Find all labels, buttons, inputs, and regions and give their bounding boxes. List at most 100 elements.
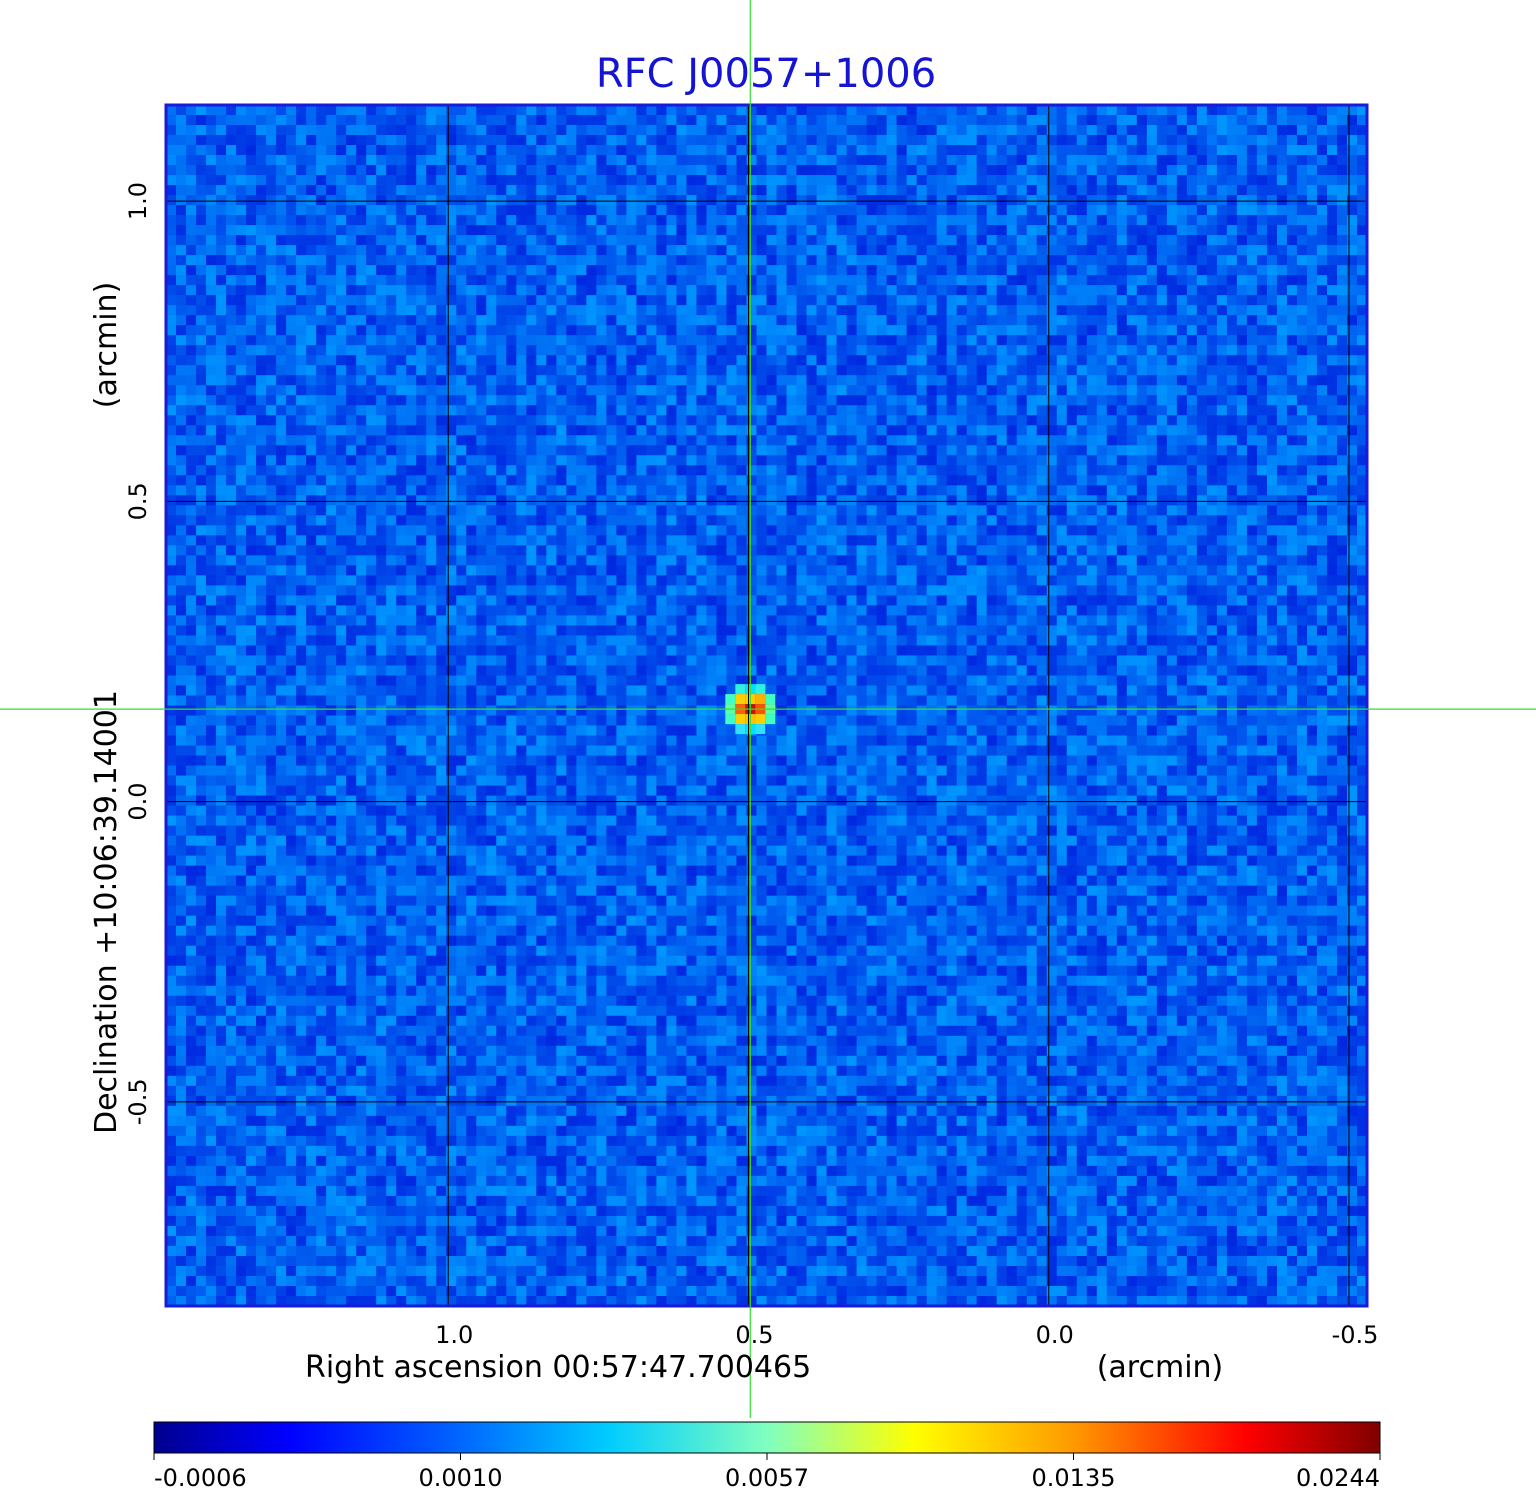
image-pixel bbox=[1236, 195, 1248, 206]
image-pixel bbox=[556, 415, 567, 426]
image-pixel bbox=[1176, 325, 1188, 336]
image-pixel bbox=[846, 295, 858, 306]
image-pixel bbox=[1326, 125, 1338, 136]
image-pixel bbox=[1306, 395, 1318, 406]
image-pixel bbox=[1026, 505, 1038, 516]
image-pixel bbox=[216, 215, 227, 226]
image-pixel bbox=[1136, 245, 1148, 256]
image-pixel bbox=[1316, 345, 1328, 356]
image-pixel bbox=[496, 295, 507, 306]
image-pixel bbox=[486, 195, 497, 206]
image-pixel bbox=[786, 475, 798, 486]
image-pixel bbox=[646, 225, 658, 236]
image-pixel bbox=[996, 185, 1008, 196]
image-pixel bbox=[1036, 205, 1048, 216]
image-pixel bbox=[316, 255, 327, 266]
image-pixel bbox=[776, 425, 788, 436]
image-pixel bbox=[256, 205, 267, 216]
image-pixel bbox=[636, 455, 647, 466]
image-pixel bbox=[216, 395, 227, 406]
image-pixel bbox=[1176, 425, 1188, 436]
image-pixel bbox=[246, 435, 257, 446]
image-pixel bbox=[1146, 505, 1158, 516]
image-pixel bbox=[186, 465, 197, 476]
image-pixel bbox=[1116, 135, 1128, 146]
image-pixel bbox=[306, 425, 317, 436]
image-pixel bbox=[1236, 175, 1248, 186]
image-pixel bbox=[716, 365, 728, 376]
image-pixel bbox=[1286, 325, 1298, 336]
image-pixel bbox=[496, 395, 507, 406]
image-pixel bbox=[166, 395, 177, 406]
image-pixel bbox=[886, 115, 898, 126]
image-pixel bbox=[496, 495, 507, 506]
image-pixel bbox=[586, 335, 597, 346]
image-pixel bbox=[236, 385, 247, 396]
image-pixel bbox=[436, 285, 447, 296]
image-pixel bbox=[736, 185, 748, 196]
image-pixel bbox=[186, 235, 197, 246]
image-pixel bbox=[1276, 285, 1288, 296]
image-pixel bbox=[546, 125, 557, 136]
image-pixel bbox=[276, 245, 287, 256]
image-pixel bbox=[1316, 415, 1328, 426]
image-pixel bbox=[1266, 405, 1278, 416]
image-pixel bbox=[186, 245, 197, 256]
image-pixel bbox=[736, 155, 748, 166]
image-pixel bbox=[576, 235, 587, 246]
image-pixel bbox=[626, 465, 637, 476]
image-pixel bbox=[696, 405, 708, 416]
image-pixel bbox=[626, 235, 637, 246]
image-pixel bbox=[1186, 495, 1198, 506]
image-pixel bbox=[396, 275, 407, 286]
image-pixel bbox=[1256, 225, 1268, 236]
image-pixel bbox=[566, 435, 577, 446]
image-pixel bbox=[1106, 295, 1118, 306]
image-pixel bbox=[526, 475, 537, 486]
image-pixel bbox=[456, 385, 467, 396]
image-pixel bbox=[246, 425, 257, 436]
image-pixel bbox=[666, 165, 678, 176]
image-pixel bbox=[216, 275, 227, 286]
image-pixel bbox=[176, 425, 187, 436]
image-pixel bbox=[166, 255, 177, 266]
image-pixel bbox=[906, 225, 918, 236]
image-pixel bbox=[656, 245, 668, 256]
image-pixel bbox=[946, 385, 958, 396]
image-pixel bbox=[406, 275, 417, 286]
image-pixel bbox=[946, 165, 958, 176]
image-pixel bbox=[186, 135, 197, 146]
image-pixel bbox=[796, 275, 808, 286]
image-pixel bbox=[336, 105, 347, 116]
image-pixel bbox=[1226, 305, 1238, 316]
image-pixel bbox=[806, 325, 818, 336]
image-pixel bbox=[1046, 295, 1058, 306]
image-pixel bbox=[346, 175, 357, 186]
image-pixel bbox=[1056, 335, 1068, 346]
image-pixel bbox=[1016, 455, 1028, 466]
image-pixel bbox=[1056, 245, 1068, 256]
image-pixel bbox=[616, 365, 627, 376]
image-pixel bbox=[996, 115, 1008, 126]
image-pixel bbox=[166, 465, 177, 476]
image-pixel bbox=[1336, 295, 1348, 306]
image-pixel bbox=[256, 245, 267, 256]
image-pixel bbox=[856, 265, 868, 276]
image-pixel bbox=[916, 255, 928, 266]
image-pixel bbox=[226, 505, 237, 516]
image-pixel bbox=[276, 115, 287, 126]
image-pixel bbox=[216, 415, 227, 426]
image-pixel bbox=[1276, 105, 1288, 116]
image-pixel bbox=[1106, 255, 1118, 266]
image-pixel bbox=[1136, 265, 1148, 276]
image-pixel bbox=[686, 305, 698, 316]
image-pixel bbox=[756, 185, 768, 196]
image-pixel bbox=[636, 485, 647, 496]
image-pixel bbox=[726, 325, 738, 336]
image-pixel bbox=[246, 105, 257, 116]
image-pixel bbox=[1066, 475, 1078, 486]
image-pixel bbox=[216, 345, 227, 356]
image-pixel bbox=[576, 435, 587, 446]
image-pixel bbox=[366, 135, 377, 146]
image-pixel bbox=[416, 325, 427, 336]
